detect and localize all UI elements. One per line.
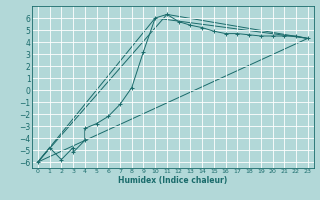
X-axis label: Humidex (Indice chaleur): Humidex (Indice chaleur): [118, 176, 228, 185]
